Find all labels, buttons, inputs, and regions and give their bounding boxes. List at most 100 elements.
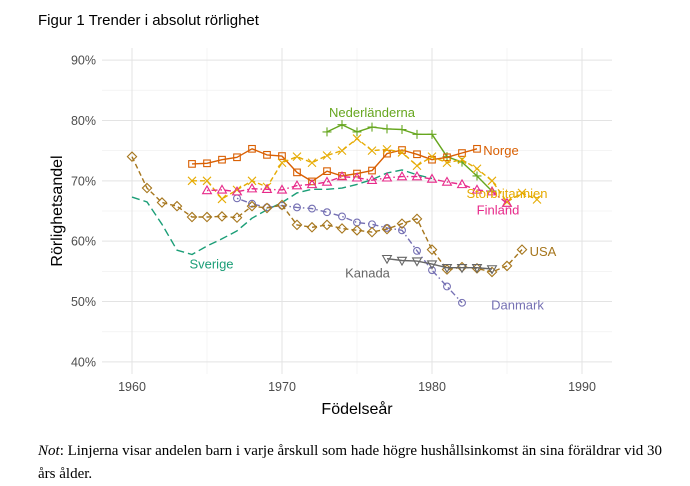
data-point-square bbox=[443, 153, 451, 162]
data-point-square bbox=[188, 160, 196, 168]
data-point-triangle-down bbox=[426, 260, 438, 270]
data-point-diamond bbox=[216, 211, 228, 222]
x-tick-label: 1980 bbox=[418, 380, 446, 394]
data-point-triangle bbox=[486, 186, 498, 196]
series-label-finland: Finland bbox=[477, 202, 520, 217]
data-point-diamond bbox=[306, 221, 318, 233]
data-point-cross bbox=[532, 195, 542, 204]
data-point-square bbox=[278, 152, 286, 160]
data-point-triangle bbox=[201, 184, 213, 195]
data-point-circle bbox=[443, 282, 451, 291]
data-point-cross bbox=[517, 188, 527, 198]
data-point-cross bbox=[367, 146, 377, 156]
data-point-cross bbox=[337, 146, 347, 156]
series-label-nederländerna: Nederländerna bbox=[329, 105, 416, 120]
data-point-square bbox=[293, 168, 301, 177]
data-point-diamond bbox=[186, 211, 198, 223]
data-point-cross bbox=[322, 151, 332, 160]
series-kanada bbox=[381, 254, 498, 275]
series-label-storbritannien: Storbritannien bbox=[467, 186, 548, 201]
data-point-diamond bbox=[426, 244, 438, 256]
data-point-diamond bbox=[516, 244, 528, 256]
data-point-diamond bbox=[396, 218, 408, 230]
data-point-circle bbox=[293, 203, 301, 212]
data-point-cross bbox=[472, 164, 482, 174]
data-point-cross bbox=[217, 194, 227, 204]
series-label-norge: Norge bbox=[483, 143, 518, 158]
minor-gridlines bbox=[102, 48, 612, 374]
data-point-square bbox=[263, 151, 271, 159]
data-point-square bbox=[248, 144, 256, 153]
x-tick-label: 1970 bbox=[268, 380, 296, 394]
data-point-cross bbox=[202, 176, 212, 186]
data-point-diamond bbox=[291, 219, 303, 231]
data-point-cross bbox=[382, 145, 392, 154]
data-point-triangle bbox=[351, 172, 363, 182]
x-tick-label: 1960 bbox=[118, 380, 146, 394]
data-point-diamond bbox=[486, 266, 498, 278]
data-point-circle bbox=[428, 266, 436, 275]
data-point-triangle-down bbox=[456, 263, 468, 274]
data-point-diamond bbox=[171, 200, 183, 212]
data-point-cross bbox=[442, 158, 452, 168]
data-point-diamond bbox=[366, 226, 378, 238]
data-point-triangle bbox=[291, 180, 303, 190]
data-point-cross bbox=[397, 148, 407, 157]
data-point-diamond bbox=[501, 260, 513, 272]
data-point-plus bbox=[382, 124, 392, 134]
data-point-triangle bbox=[231, 186, 243, 196]
data-point-square bbox=[203, 159, 211, 168]
data-point-triangle bbox=[396, 170, 408, 181]
data-point-triangle bbox=[426, 173, 438, 183]
data-point-square bbox=[458, 149, 466, 157]
data-point-circle bbox=[248, 199, 256, 208]
data-point-diamond bbox=[126, 151, 138, 163]
data-point-triangle bbox=[501, 197, 513, 207]
data-point-triangle-down bbox=[441, 263, 453, 274]
series-label-kanada: Kanada bbox=[345, 266, 391, 281]
y-tick-label: 70% bbox=[71, 174, 96, 188]
data-point-square bbox=[323, 167, 331, 176]
data-point-triangle-down bbox=[486, 265, 498, 275]
y-axis-title: Rörlighetsandel bbox=[49, 155, 66, 266]
data-point-circle bbox=[413, 246, 421, 255]
data-point-triangle-down bbox=[396, 256, 408, 267]
y-tick-label: 50% bbox=[71, 295, 96, 309]
data-point-diamond bbox=[246, 200, 258, 212]
data-point-diamond bbox=[351, 224, 363, 236]
data-point-triangle-down bbox=[381, 254, 393, 265]
data-point-triangle bbox=[246, 183, 258, 193]
data-point-square bbox=[233, 153, 241, 162]
data-point-circle bbox=[458, 298, 466, 307]
data-point-cross bbox=[487, 176, 497, 186]
data-point-triangle bbox=[321, 176, 333, 186]
x-tick-label: 1990 bbox=[568, 380, 596, 394]
data-point-triangle bbox=[441, 176, 453, 186]
series-line-danmark bbox=[236, 197, 463, 304]
data-point-square bbox=[473, 144, 481, 153]
data-point-square bbox=[308, 177, 316, 186]
data-point-diamond bbox=[201, 211, 213, 223]
data-point-diamond bbox=[231, 212, 243, 224]
data-point-triangle bbox=[306, 178, 318, 189]
series-nederländerna bbox=[322, 120, 497, 196]
data-point-cross bbox=[412, 161, 422, 171]
data-point-square bbox=[368, 166, 376, 175]
data-point-cross bbox=[247, 176, 257, 186]
data-point-cross bbox=[502, 197, 512, 207]
data-point-diamond bbox=[336, 223, 348, 234]
y-tick-label: 80% bbox=[71, 114, 96, 128]
data-point-diamond bbox=[141, 182, 153, 194]
data-point-square bbox=[413, 150, 421, 159]
data-point-cross bbox=[277, 158, 287, 168]
data-point-square bbox=[383, 149, 391, 158]
data-point-triangle bbox=[336, 170, 348, 181]
data-point-plus bbox=[367, 122, 377, 132]
y-tick-label: 40% bbox=[71, 355, 96, 369]
data-point-circle bbox=[338, 212, 346, 221]
data-point-diamond bbox=[261, 202, 273, 214]
data-point-diamond bbox=[321, 219, 333, 231]
data-point-triangle bbox=[366, 174, 378, 184]
data-point-triangle bbox=[261, 183, 273, 194]
data-point-cross bbox=[457, 155, 467, 165]
